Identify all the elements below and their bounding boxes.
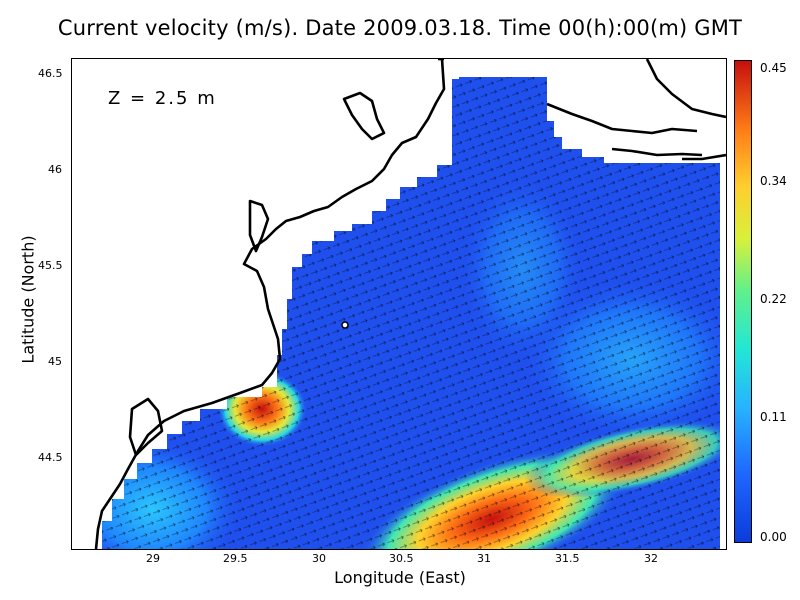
colorbar [734, 60, 752, 543]
colorbar-label: 0.34 [760, 174, 787, 188]
y-tick-label: 45.5 [38, 259, 63, 272]
depth-label: Z = 2.5 m [108, 88, 217, 109]
x-tick-label: 31.5 [555, 552, 580, 565]
x-tick-label: 32 [644, 552, 658, 565]
x-tick-label: 29.5 [223, 552, 248, 565]
y-axis-title: Latitude (North) [18, 235, 38, 364]
y-tick-label: 46 [48, 163, 62, 176]
sea-area [102, 77, 720, 549]
coastline [94, 59, 726, 549]
velocity-vectors [102, 77, 720, 549]
x-axis-title: Longitude (East) [334, 568, 466, 587]
velocity-map [71, 58, 727, 550]
y-tick-label: 45 [48, 355, 62, 368]
x-tick-label: 30.5 [389, 552, 414, 565]
y-tick-label: 46.5 [38, 67, 63, 80]
chart-title: Current velocity (m/s). Date 2009.03.18.… [57, 16, 743, 40]
x-tick-label: 31 [477, 552, 491, 565]
y-tick-label: 44.5 [38, 451, 63, 464]
colorbar-label: 0.11 [760, 410, 787, 424]
x-tick-label: 30 [312, 552, 326, 565]
x-tick-label: 29 [146, 552, 160, 565]
colorbar-label: 0.45 [760, 61, 787, 75]
colorbar-label: 0.22 [760, 292, 787, 306]
colorbar-label: 0.00 [760, 530, 787, 544]
island-marker [341, 321, 349, 329]
